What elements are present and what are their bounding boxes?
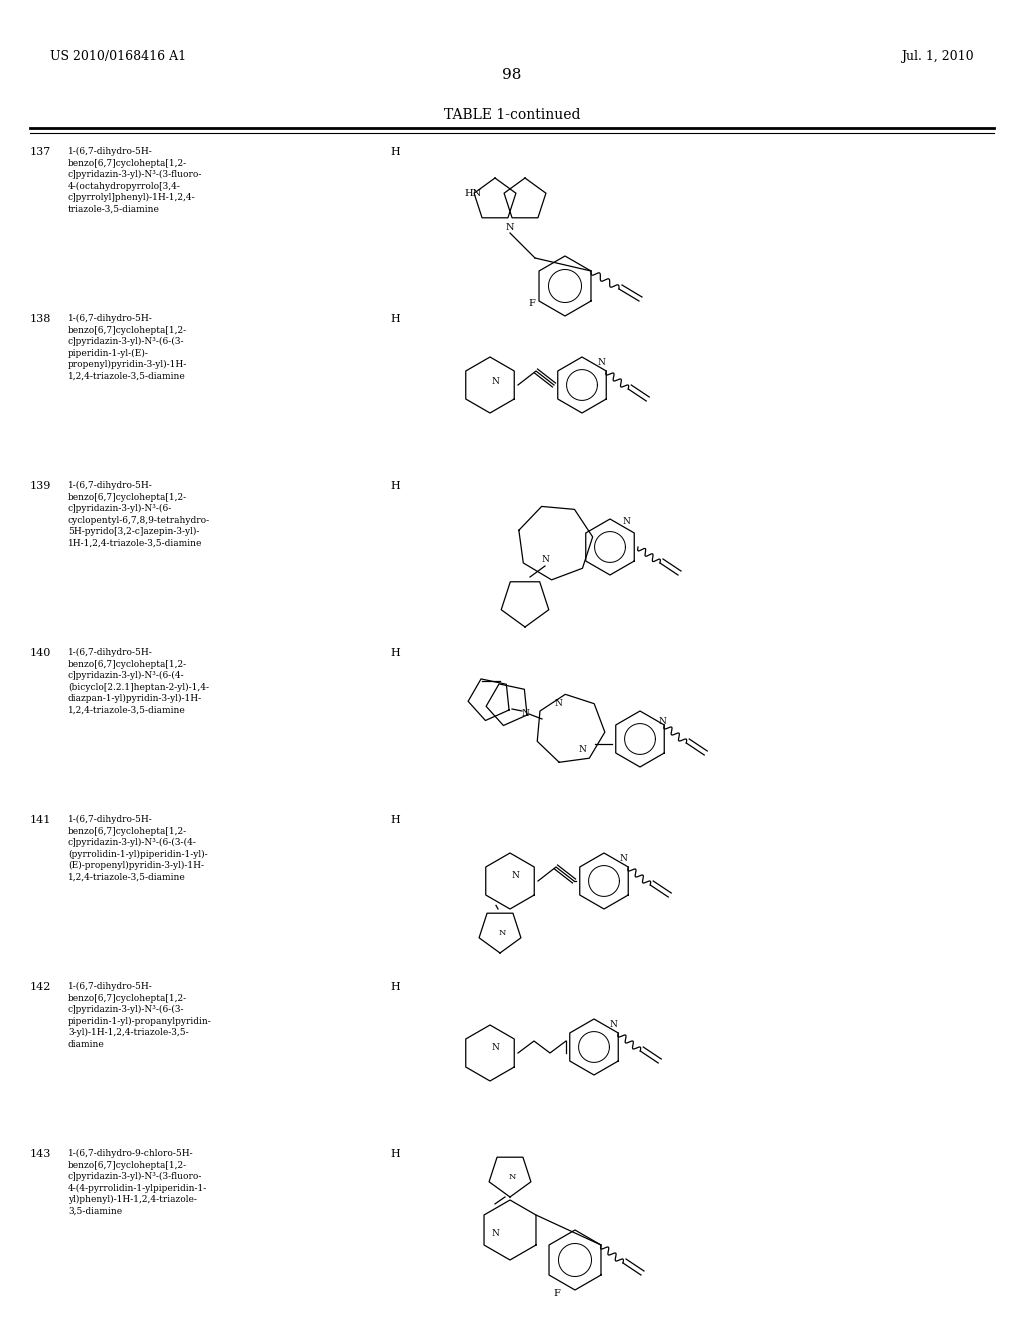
Text: TABLE 1-continued: TABLE 1-continued	[443, 108, 581, 121]
Text: N: N	[508, 1173, 516, 1181]
Text: 1-(6,7-dihydro-5H-
benzo[6,7]cyclohepta[1,2-
c]pyridazin-3-yl)-N³-(6-(4-
(bicycl: 1-(6,7-dihydro-5H- benzo[6,7]cyclohepta[…	[68, 648, 209, 715]
Text: N: N	[511, 871, 519, 880]
Text: H: H	[390, 648, 399, 657]
Text: N: N	[492, 376, 499, 385]
Text: F: F	[554, 1288, 560, 1298]
Text: H: H	[390, 480, 399, 491]
Text: 1-(6,7-dihydro-5H-
benzo[6,7]cyclohepta[1,2-
c]pyridazin-3-yl)-N³-(3-fluoro-
4-(: 1-(6,7-dihydro-5H- benzo[6,7]cyclohepta[…	[68, 147, 203, 214]
Text: 140: 140	[30, 648, 51, 657]
Text: 1-(6,7-dihydro-5H-
benzo[6,7]cyclohepta[1,2-
c]pyridazin-3-yl)-N³-(6-
cyclopenty: 1-(6,7-dihydro-5H- benzo[6,7]cyclohepta[…	[68, 480, 210, 548]
Text: 1-(6,7-dihydro-5H-
benzo[6,7]cyclohepta[1,2-
c]pyridazin-3-yl)-N³-(6-(3-(4-
(pyr: 1-(6,7-dihydro-5H- benzo[6,7]cyclohepta[…	[68, 814, 208, 882]
Text: N: N	[541, 556, 549, 565]
Text: H: H	[390, 982, 399, 993]
Text: F: F	[528, 300, 536, 309]
Text: Jul. 1, 2010: Jul. 1, 2010	[901, 50, 974, 63]
Text: N: N	[623, 517, 631, 527]
Text: N: N	[492, 1044, 499, 1052]
Text: N: N	[521, 710, 529, 718]
Text: 137: 137	[30, 147, 51, 157]
Text: 142: 142	[30, 982, 51, 993]
Text: 1-(6,7-dihydro-9-chloro-5H-
benzo[6,7]cyclohepta[1,2-
c]pyridazin-3-yl)-N³-(3-fl: 1-(6,7-dihydro-9-chloro-5H- benzo[6,7]cy…	[68, 1148, 207, 1216]
Text: N: N	[609, 1020, 617, 1030]
Text: 98: 98	[503, 69, 521, 82]
Text: N: N	[506, 223, 514, 232]
Text: 1-(6,7-dihydro-5H-
benzo[6,7]cyclohepta[1,2-
c]pyridazin-3-yl)-N³-(6-(3-
piperid: 1-(6,7-dihydro-5H- benzo[6,7]cyclohepta[…	[68, 982, 212, 1049]
Text: US 2010/0168416 A1: US 2010/0168416 A1	[50, 50, 186, 63]
Text: 143: 143	[30, 1148, 51, 1159]
Text: H: H	[390, 314, 399, 323]
Text: 141: 141	[30, 814, 51, 825]
Text: 139: 139	[30, 480, 51, 491]
Text: N: N	[554, 700, 562, 709]
Text: 1-(6,7-dihydro-5H-
benzo[6,7]cyclohepta[1,2-
c]pyridazin-3-yl)-N³-(6-(3-
piperid: 1-(6,7-dihydro-5H- benzo[6,7]cyclohepta[…	[68, 314, 187, 381]
Text: N: N	[620, 854, 628, 863]
Text: N: N	[579, 744, 586, 754]
Text: H: H	[390, 147, 399, 157]
Text: 138: 138	[30, 314, 51, 323]
Text: H: H	[390, 1148, 399, 1159]
Text: N: N	[658, 717, 666, 726]
Text: N: N	[499, 929, 506, 937]
Text: HN: HN	[464, 189, 481, 198]
Text: N: N	[598, 358, 605, 367]
Text: H: H	[390, 814, 399, 825]
Text: N: N	[492, 1229, 499, 1238]
